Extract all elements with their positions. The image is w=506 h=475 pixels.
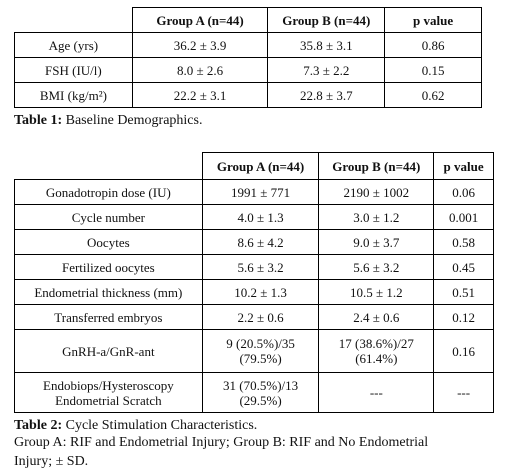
table-row: FSH (IU/l) 8.0 ± 2.6 7.3 ± 2.2 0.15 <box>14 57 482 83</box>
table-cell: 10.2 ± 1.3 <box>201 279 320 305</box>
row-label: FSH (IU/l) <box>14 57 133 83</box>
table-cell: 0.06 <box>433 179 494 205</box>
row-label: Age (yrs) <box>14 32 133 58</box>
table-cell: --- <box>433 372 494 413</box>
table-cell: 5.6 ± 3.2 <box>201 254 320 280</box>
table-cell: 2.2 ± 0.6 <box>201 304 320 330</box>
row-label: Oocytes <box>14 229 203 255</box>
table-cell: 0.86 <box>384 32 482 58</box>
table-cell: 0.51 <box>433 279 494 305</box>
table-cell: 0.45 <box>433 254 494 280</box>
table2-footnote-line2: Injury; ± SD. <box>14 454 89 469</box>
table-cell: 0.15 <box>384 57 482 83</box>
table-row: Endometrial thickness (mm) 10.2 ± 1.3 10… <box>14 279 494 305</box>
table-row: Age (yrs) 36.2 ± 3.9 35.8 ± 3.1 0.86 <box>14 32 482 58</box>
table-corner-cell <box>15 8 133 33</box>
table-cell: 0.16 <box>433 329 494 373</box>
table-cell: 36.2 ± 3.9 <box>131 32 269 58</box>
table-row: GnRH-a/GnR-ant 9 (20.5%)/35 (79.5%) 17 (… <box>14 329 494 373</box>
table-cell: 22.2 ± 3.1 <box>131 82 269 108</box>
table-cell: 17 (38.6%)/27 (61.4%) <box>318 329 435 373</box>
table-cell: 5.6 ± 3.2 <box>318 254 435 280</box>
table-row: Endobiops/Hysteroscopy Endometrial Scrat… <box>14 372 494 413</box>
column-header: p value <box>384 7 482 33</box>
table-corner-cell <box>15 153 203 180</box>
table-cell: 9 (20.5%)/35 (79.5%) <box>201 329 320 373</box>
column-header: Group A (n=44) <box>131 7 269 33</box>
table-cell: 22.8 ± 3.7 <box>267 82 386 108</box>
row-label: BMI (kg/m²) <box>14 82 133 108</box>
table1-caption: Table 1: Baseline Demographics. <box>14 112 202 129</box>
baseline-demographics-table: Group A (n=44) Group B (n=44) p value Ag… <box>14 7 482 108</box>
row-label: Endobiops/Hysteroscopy Endometrial Scrat… <box>14 372 203 413</box>
column-header: Group A (n=44) <box>201 152 320 180</box>
table-cell: 8.6 ± 4.2 <box>201 229 320 255</box>
table-row: Cycle number 4.0 ± 1.3 3.0 ± 1.2 0.001 <box>14 204 494 230</box>
cycle-stimulation-table: Group A (n=44) Group B (n=44) p value Go… <box>14 152 494 413</box>
table-row: Oocytes 8.6 ± 4.2 9.0 ± 3.7 0.58 <box>14 229 494 255</box>
table-cell: 3.0 ± 1.2 <box>318 204 435 230</box>
row-label: Transferred embryos <box>14 304 203 330</box>
table-cell: 0.12 <box>433 304 494 330</box>
table-row: BMI (kg/m²) 22.2 ± 3.1 22.8 ± 3.7 0.62 <box>14 82 482 108</box>
table-cell: --- <box>318 372 435 413</box>
column-header: Group B (n=44) <box>318 152 435 180</box>
table-header-row: Group A (n=44) Group B (n=44) p value <box>15 152 494 180</box>
table-cell: 8.0 ± 2.6 <box>131 57 269 83</box>
table-cell: 2190 ± 1002 <box>318 179 435 205</box>
caption-label: Table 1: <box>14 113 63 128</box>
table-cell: 35.8 ± 3.1 <box>267 32 386 58</box>
column-header: Group B (n=44) <box>267 7 386 33</box>
row-label: Fertilized oocytes <box>14 254 203 280</box>
table-cell: 10.5 ± 1.2 <box>318 279 435 305</box>
table-cell: 9.0 ± 3.7 <box>318 229 435 255</box>
caption-text: Cycle Stimulation Characteristics. <box>62 418 258 433</box>
table-cell: 0.62 <box>384 82 482 108</box>
table-cell: 31 (70.5%)/13 (29.5%) <box>201 372 320 413</box>
table-cell: 1991 ± 771 <box>201 179 320 205</box>
caption-text: Baseline Demographics. <box>62 113 203 128</box>
row-label: GnRH-a/GnR-ant <box>14 329 203 373</box>
table-row: Fertilized oocytes 5.6 ± 3.2 5.6 ± 3.2 0… <box>14 254 494 280</box>
table-cell: 2.4 ± 0.6 <box>318 304 435 330</box>
table-row: Transferred embryos 2.2 ± 0.6 2.4 ± 0.6 … <box>14 304 494 330</box>
row-label: Cycle number <box>14 204 203 230</box>
table-cell: 0.001 <box>433 204 494 230</box>
table-cell: 0.58 <box>433 229 494 255</box>
caption-label: Table 2: <box>14 418 63 433</box>
table-header-row: Group A (n=44) Group B (n=44) p value <box>15 7 482 33</box>
table2-footnote-line1: Group A: RIF and Endometrial Injury; Gro… <box>14 435 429 450</box>
table-row: Gonadotropin dose (IU) 1991 ± 771 2190 ±… <box>14 179 494 205</box>
table-cell: 4.0 ± 1.3 <box>201 204 320 230</box>
table2-caption: Table 2: Cycle Stimulation Characteristi… <box>14 417 257 434</box>
table-cell: 7.3 ± 2.2 <box>267 57 386 83</box>
column-header: p value <box>433 152 494 180</box>
row-label: Endometrial thickness (mm) <box>14 279 203 305</box>
row-label: Gonadotropin dose (IU) <box>14 179 203 205</box>
